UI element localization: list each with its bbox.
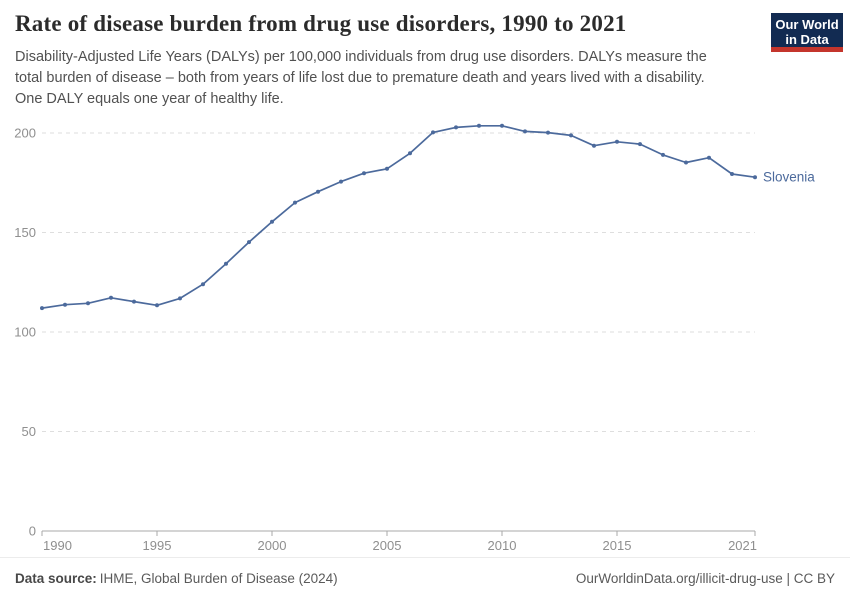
y-tick-label: 100 [14,325,36,340]
data-point[interactable] [684,160,688,165]
series-end-label[interactable]: Slovenia [763,170,815,185]
subtitle-line: total burden of disease – both from year… [15,70,705,86]
x-tick-label: 1990 [43,538,72,553]
data-point[interactable] [109,295,113,300]
data-point[interactable] [132,299,136,304]
x-tick-label: 2005 [373,538,402,553]
data-point[interactable] [86,301,90,306]
data-point[interactable] [569,133,573,138]
data-point[interactable] [592,143,596,148]
data-point[interactable] [362,171,366,176]
footer-divider: | [782,571,794,586]
footer-credits: OurWorldinData.org/illicit-drug-use | CC… [576,571,835,586]
footer-url-link[interactable]: OurWorldinData.org/illicit-drug-use [575,571,783,586]
data-point[interactable] [661,152,665,157]
data-point[interactable] [293,200,297,205]
data-point[interactable] [63,302,67,307]
subtitle-line: Disability-Adjusted Life Years (DALYs) p… [15,49,707,65]
x-tick-label: 2021 [728,538,757,553]
data-point[interactable] [40,306,44,311]
data-point[interactable] [500,123,504,128]
subtitle-line: One DALY equals one year of healthy life… [15,91,284,107]
logo-line2: in Data [785,32,829,47]
data-source: Data source: IHME, Global Burden of Disea… [15,571,341,586]
data-point[interactable] [339,179,343,184]
x-tick-label: 2000 [258,538,287,553]
data-point[interactable] [431,130,435,135]
data-point[interactable] [224,261,228,266]
data-point[interactable] [270,219,274,224]
x-tick-label: 2010 [488,538,517,553]
data-point[interactable] [316,189,320,194]
data-point[interactable] [546,130,550,135]
series-slovenia[interactable]: Slovenia [40,123,815,311]
data-source-label: Data source: [15,571,97,586]
data-point[interactable] [753,175,757,180]
y-tick-label: 0 [29,524,36,539]
y-tick-label: 200 [14,126,36,141]
y-tick-label: 50 [22,424,36,439]
data-point[interactable] [408,151,412,156]
data-point[interactable] [155,303,159,308]
line-chart-svg[interactable]: 0 50 100 150 200 1990 1995 2000 2005 2010 2015 2021… [0,105,850,557]
data-point[interactable] [477,123,481,128]
chart-footer: Data source: IHME, Global Burden of Disea… [0,557,850,600]
license-label: CC BY [793,571,835,586]
page-title: Rate of disease burden from drug use dis… [15,11,627,36]
data-point[interactable] [178,296,182,301]
x-tick-label: 2015 [603,538,632,553]
owid-logo[interactable]: Our World in Data [771,13,843,52]
chart-subtitle: Disability-Adjusted Life Years (DALYs) p… [15,47,707,110]
data-source-value: IHME, Global Burden of Disease (2024) [99,571,338,586]
data-point[interactable] [201,282,205,287]
data-point[interactable] [707,155,711,160]
data-point[interactable] [615,139,619,144]
data-point[interactable] [385,166,389,171]
data-point[interactable] [247,240,251,245]
data-point[interactable] [523,129,527,134]
data-point[interactable] [454,125,458,130]
x-tick-label: 1995 [143,538,172,553]
logo-line1: Our World [775,17,839,32]
y-tick-label: 150 [14,225,36,240]
data-point[interactable] [638,142,642,147]
data-line[interactable] [41,124,756,309]
data-point[interactable] [730,172,734,176]
